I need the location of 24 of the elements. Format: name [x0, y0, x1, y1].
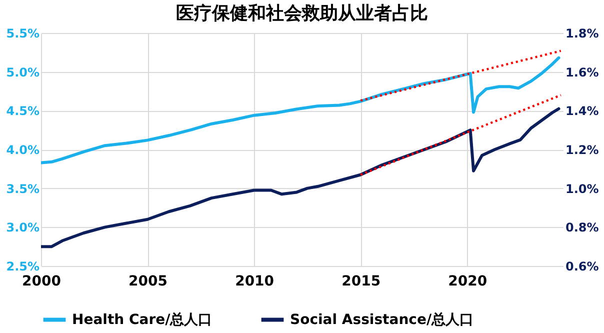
line-series	[41, 56, 560, 164]
y2-tick-label: 0.8%	[566, 220, 599, 235]
y2-tick-label: 1.6%	[566, 65, 599, 80]
x-tick-label: 2020	[448, 274, 488, 290]
x-tick-label: 2000	[22, 274, 62, 290]
y2-tick-label: 1.4%	[566, 104, 599, 118]
y2-tick-label: 1.2%	[566, 143, 599, 157]
y-tick-label: 2.5%	[6, 260, 40, 274]
y-tick-label: 5.0%	[6, 65, 40, 80]
legend-label: Social Assistance/总人口	[290, 312, 474, 328]
x-tick-label: 2010	[235, 274, 274, 290]
y-tick-label: 5.5%	[6, 26, 40, 40]
y-tick-label: 3.5%	[6, 182, 40, 196]
x-tick-label: 2005	[128, 274, 168, 290]
legend-label: Health Care/总人口	[72, 312, 212, 328]
y-tick-label: 4.0%	[6, 143, 40, 157]
y2-tick-label: 1.8%	[566, 26, 599, 40]
chart-title: 医疗保健和社会救助从业者占比	[176, 3, 428, 24]
x-tick-label: 2015	[342, 274, 381, 290]
y2-tick-label: 1.0%	[566, 182, 599, 196]
line-series	[41, 107, 560, 248]
y2-tick-label: 0.6%	[566, 260, 599, 274]
y-tick-label: 3.0%	[6, 220, 40, 235]
y-tick-label: 4.5%	[6, 104, 40, 118]
